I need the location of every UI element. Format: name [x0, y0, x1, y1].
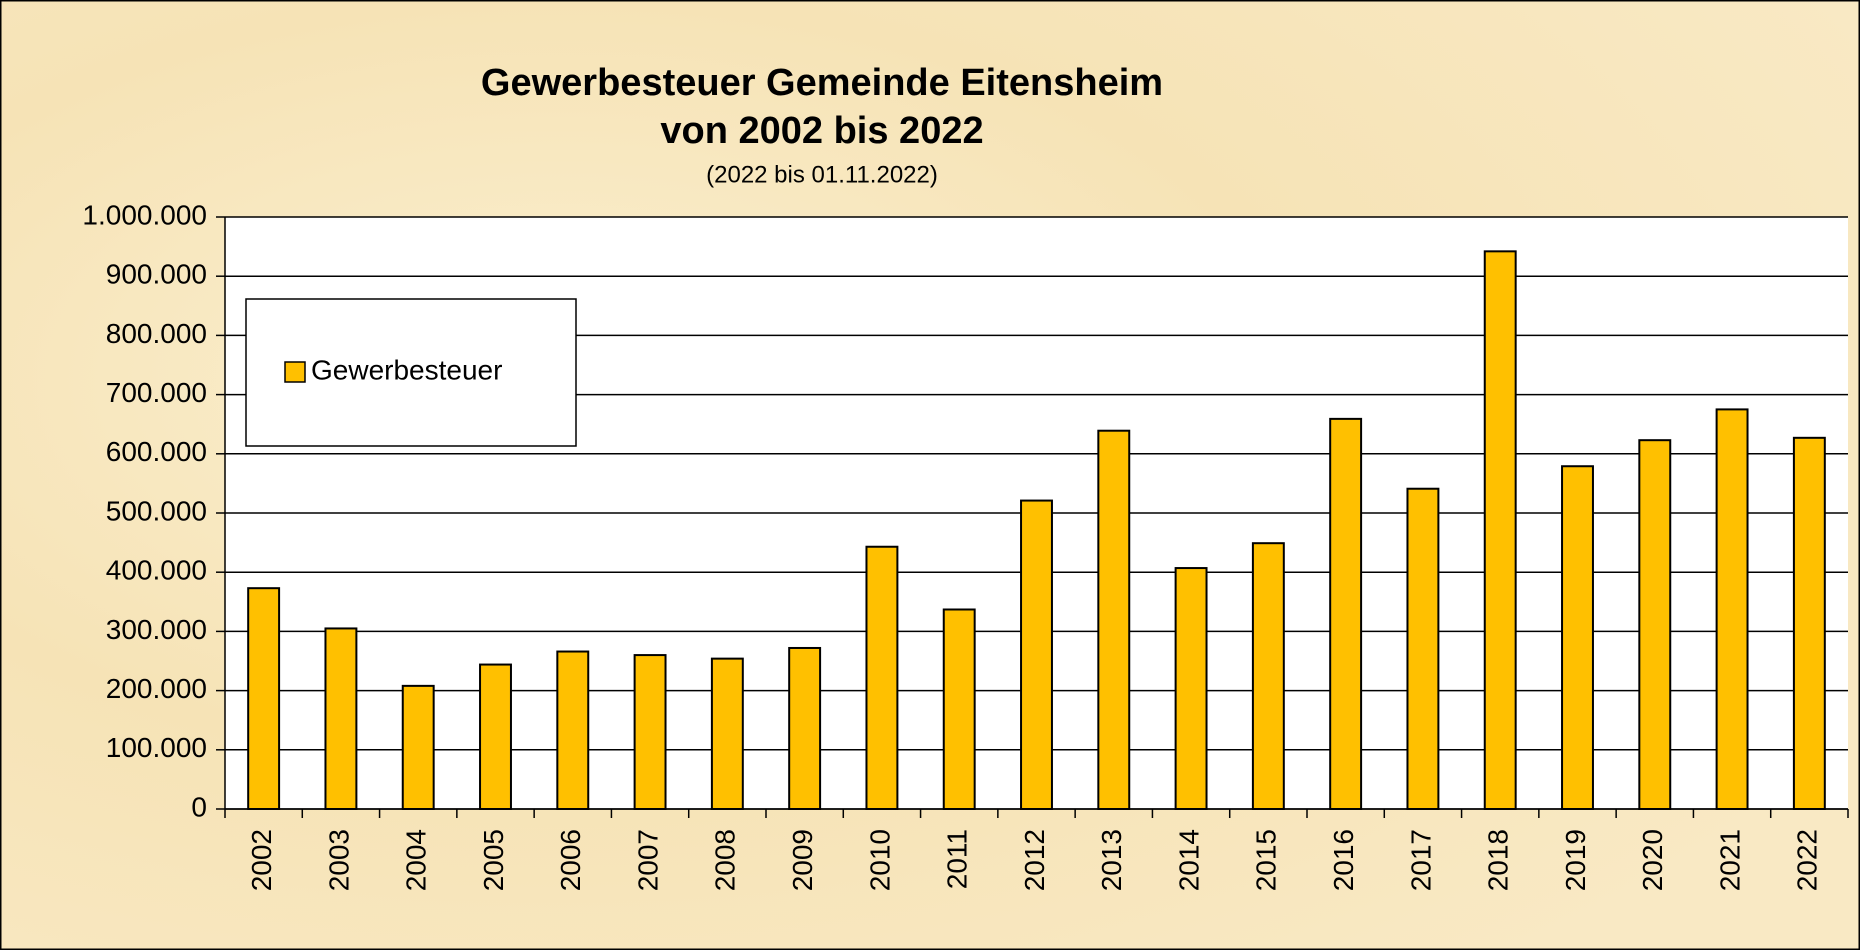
y-tick-label: 700.000	[106, 377, 207, 408]
x-tick-label: 2013	[1096, 829, 1127, 891]
x-tick-label: 2021	[1714, 829, 1745, 891]
x-tick-label: 2010	[864, 829, 895, 891]
x-tick-label: 2019	[1560, 829, 1591, 891]
bar	[710, 657, 744, 811]
bar	[1792, 436, 1826, 810]
bar	[1329, 417, 1363, 810]
y-tick-label: 500.000	[106, 495, 207, 526]
chart-subtitle: (2022 bis 01.11.2022)	[706, 161, 938, 188]
x-tick-label: 2020	[1637, 829, 1668, 891]
x-tick-label: 2015	[1251, 829, 1282, 891]
bar	[865, 545, 899, 811]
y-tick-label: 600.000	[106, 436, 207, 467]
legend-swatch	[284, 361, 306, 383]
legend-label: Gewerbesteuer	[311, 354, 502, 385]
bar	[1406, 487, 1440, 810]
y-tick-label: 800.000	[106, 318, 207, 349]
bar	[1174, 567, 1208, 811]
x-tick-label: 2012	[1019, 829, 1050, 891]
x-tick-label: 2011	[942, 829, 973, 889]
y-tick-label: 100.000	[106, 732, 207, 763]
y-tick-label: 400.000	[106, 555, 207, 586]
x-tick-label: 2002	[246, 829, 277, 891]
bar	[1561, 465, 1594, 810]
bar	[942, 608, 976, 810]
y-tick-label: 900.000	[106, 259, 207, 290]
x-tick-label: 2006	[555, 829, 586, 891]
x-tick-label: 2014	[1173, 829, 1204, 891]
y-tick-label: 0	[191, 791, 207, 822]
bar	[1715, 408, 1749, 810]
bar	[556, 650, 590, 811]
x-tick-label: 2005	[478, 829, 509, 891]
bar	[1251, 542, 1285, 811]
bar	[1020, 499, 1053, 810]
chart-title: von 2002 bis 2022	[660, 110, 983, 152]
y-tick-label: 1.000.000	[82, 199, 207, 230]
bar	[247, 587, 281, 811]
bar	[788, 646, 822, 811]
y-tick-label: 300.000	[106, 614, 207, 645]
bar	[479, 663, 512, 810]
x-tick-label: 2008	[710, 829, 741, 891]
x-tick-label: 2022	[1792, 829, 1823, 891]
bar	[633, 654, 667, 811]
y-tick-label: 200.000	[106, 673, 207, 704]
x-tick-label: 2004	[401, 829, 432, 891]
bar	[401, 684, 435, 811]
bar	[1097, 429, 1131, 810]
x-tick-label: 2007	[632, 829, 663, 891]
bar	[1483, 250, 1517, 810]
bar	[1638, 439, 1672, 810]
x-tick-label: 2017	[1405, 829, 1436, 891]
x-tick-label: 2018	[1483, 829, 1514, 891]
x-tick-label: 2009	[787, 829, 818, 891]
bar	[324, 627, 358, 810]
chart-title: Gewerbesteuer Gemeinde Eitensheim	[481, 62, 1163, 104]
x-tick-label: 2003	[323, 829, 354, 891]
x-tick-label: 2016	[1328, 829, 1359, 891]
